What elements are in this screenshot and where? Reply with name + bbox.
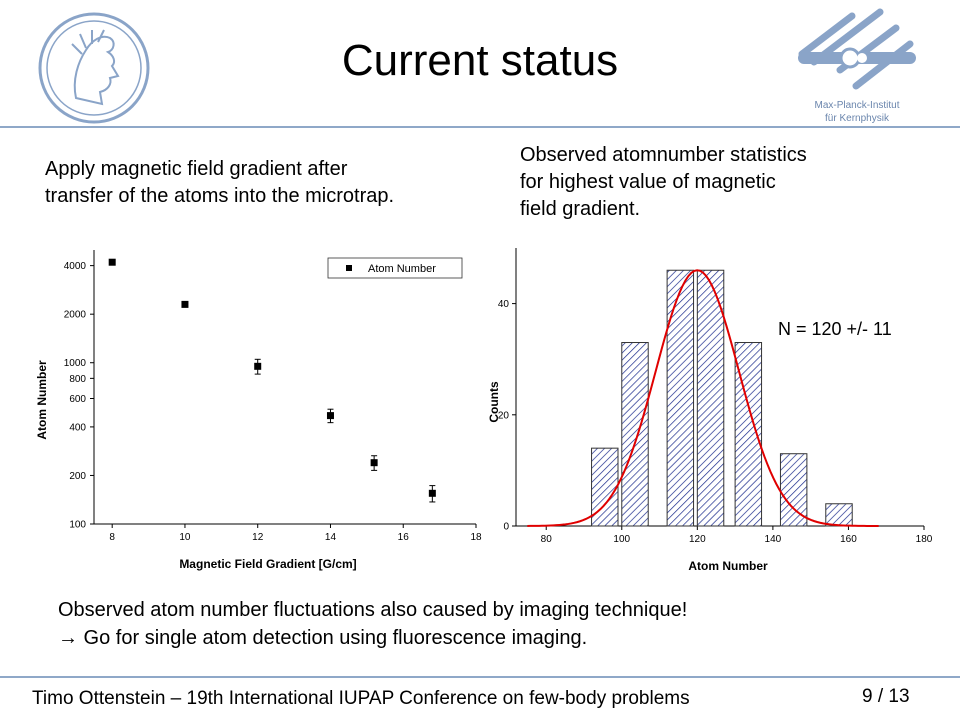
- scatter-point: [370, 459, 378, 467]
- right-description: Observed atomnumber statistics for highe…: [520, 144, 807, 220]
- scatter-x-tick-label: 12: [252, 532, 264, 543]
- scatter-ylabel: Atom Number: [35, 360, 49, 440]
- histogram-x-tick-label: 80: [541, 534, 553, 545]
- scatter-y-tick-label: 800: [69, 374, 86, 385]
- scatter-y-tick-label: 600: [69, 394, 86, 405]
- histogram-y-tick-label: 40: [498, 299, 510, 310]
- scatter-xlabel: Magnetic Field Gradient [G/cm]: [179, 557, 356, 571]
- scatter-x-tick-label: 18: [470, 532, 482, 543]
- footer-rule: [0, 676, 960, 678]
- scatter-x-tick-label: 10: [179, 532, 191, 543]
- histogram-y-tick-label: 0: [503, 522, 509, 533]
- histogram-xlabel: Atom Number: [688, 559, 768, 573]
- scatter-y-tick-label: 2000: [64, 310, 87, 321]
- scatter-y-tick-label: 200: [69, 471, 86, 482]
- scatter-point: [428, 489, 436, 497]
- scatter-y-tick-label: 400: [69, 422, 86, 433]
- scatter-legend-marker: [346, 265, 352, 271]
- slide-title: Current status: [341, 36, 619, 85]
- scatter-x-tick-label: 8: [109, 532, 115, 543]
- scatter-x-tick-label: 14: [325, 532, 337, 543]
- footer-text: Timo Ottenstein – 19th International IUP…: [32, 688, 690, 709]
- histogram-chart: 80 100 120 140 160 180 0 20 40 Atom Number Count…: [487, 248, 933, 573]
- scatter-legend-label: Atom Number: [368, 263, 436, 275]
- histogram-bar: [621, 342, 649, 527]
- scatter-point: [326, 412, 334, 420]
- histogram-x-tick-label: 100: [613, 534, 630, 545]
- conclusion-text: Observed atom number fluctuations also c…: [58, 599, 688, 649]
- gaussian-fit-curve: [527, 269, 879, 527]
- scatter-point: [254, 362, 262, 370]
- scatter-y-tick-label: 1000: [64, 358, 87, 369]
- scatter-y-tick-label: 100: [69, 520, 86, 531]
- scatter-point: [181, 300, 189, 308]
- scatter-point: [108, 258, 116, 266]
- scatter-y-tick-label: 4000: [64, 261, 87, 272]
- histogram-x-tick-label: 140: [765, 534, 782, 545]
- left-description: Apply magnetic field gradient after tran…: [45, 158, 395, 207]
- scatter-legend-box: [327, 257, 463, 279]
- mpik-logo: Max-Planck-Institut für Kernphysik: [798, 8, 916, 124]
- histogram-y-tick-label: 20: [498, 410, 510, 421]
- mpg-logo: [38, 12, 150, 124]
- page-number: 9 / 13: [862, 686, 910, 707]
- header-rule: [0, 126, 960, 128]
- histogram-bar: [696, 269, 725, 527]
- fit-annotation: N = 120 +/- 11: [778, 319, 892, 339]
- histogram-x-tick-label: 160: [840, 534, 857, 545]
- histogram-x-tick-label: 180: [916, 534, 933, 545]
- scatter-x-tick-label: 16: [398, 532, 410, 543]
- logo-text-line1: Max-Planck-Institut: [814, 100, 899, 111]
- scatter-chart: 8 10 12 14 16 18 100 200 400 600 800 1000 2000 4000 A…: [35, 250, 482, 571]
- histogram-bar: [666, 269, 695, 527]
- logo-text-line2: für Kernphysik: [825, 113, 890, 124]
- histogram-x-tick-label: 120: [689, 534, 706, 545]
- histogram-ylabel: Counts: [487, 381, 501, 423]
- histogram-bar: [825, 503, 853, 527]
